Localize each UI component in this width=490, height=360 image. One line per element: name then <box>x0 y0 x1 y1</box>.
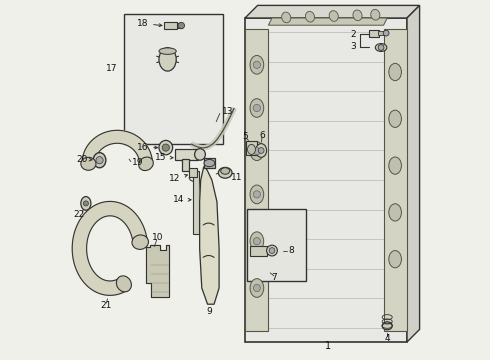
Circle shape <box>253 284 261 292</box>
Circle shape <box>253 104 261 112</box>
Ellipse shape <box>139 157 153 171</box>
Ellipse shape <box>250 232 264 251</box>
Text: 6: 6 <box>259 131 265 140</box>
Polygon shape <box>146 245 170 297</box>
Text: 18: 18 <box>137 19 162 28</box>
Text: 14: 14 <box>172 195 191 204</box>
Text: 22: 22 <box>74 210 85 219</box>
Bar <box>189 168 197 177</box>
Text: 10: 10 <box>152 233 163 242</box>
Ellipse shape <box>329 11 338 21</box>
Ellipse shape <box>81 157 96 170</box>
Ellipse shape <box>389 157 401 174</box>
Text: 4: 4 <box>384 334 390 343</box>
Ellipse shape <box>250 279 264 297</box>
Ellipse shape <box>375 44 387 51</box>
Text: 13: 13 <box>221 107 233 116</box>
Text: 15: 15 <box>155 153 173 162</box>
Ellipse shape <box>250 55 264 74</box>
Text: 12: 12 <box>169 175 188 184</box>
Ellipse shape <box>220 168 230 174</box>
Ellipse shape <box>389 110 401 127</box>
Ellipse shape <box>219 167 232 178</box>
Ellipse shape <box>371 9 380 20</box>
Text: 8: 8 <box>288 246 294 255</box>
Bar <box>175 149 198 160</box>
Bar <box>182 159 189 171</box>
Text: 20: 20 <box>76 155 92 163</box>
Ellipse shape <box>305 12 315 22</box>
Bar <box>369 30 379 37</box>
Ellipse shape <box>250 99 264 117</box>
Circle shape <box>258 148 264 153</box>
Circle shape <box>178 22 185 29</box>
Ellipse shape <box>159 140 172 155</box>
Ellipse shape <box>282 12 291 23</box>
Polygon shape <box>245 5 419 18</box>
Circle shape <box>378 45 384 50</box>
Bar <box>378 31 386 35</box>
Polygon shape <box>269 18 387 25</box>
Circle shape <box>96 157 103 164</box>
Bar <box>246 141 257 155</box>
Bar <box>164 22 176 29</box>
Ellipse shape <box>389 251 401 268</box>
Bar <box>124 14 223 144</box>
Ellipse shape <box>250 142 264 161</box>
Text: 5: 5 <box>242 132 248 141</box>
Ellipse shape <box>382 322 392 330</box>
Ellipse shape <box>256 144 267 157</box>
Ellipse shape <box>267 245 277 256</box>
Text: 3: 3 <box>350 42 356 51</box>
Circle shape <box>162 144 170 151</box>
Bar <box>384 29 407 331</box>
Text: 1: 1 <box>325 341 331 351</box>
Circle shape <box>253 238 261 245</box>
Bar <box>245 18 407 342</box>
Bar <box>245 29 269 331</box>
Circle shape <box>83 201 88 206</box>
Bar <box>176 23 182 28</box>
Circle shape <box>269 248 275 253</box>
Circle shape <box>383 30 389 36</box>
Ellipse shape <box>195 149 205 160</box>
Bar <box>250 246 267 256</box>
Bar <box>247 209 306 281</box>
Circle shape <box>253 148 261 155</box>
Circle shape <box>253 61 261 68</box>
Text: 7: 7 <box>271 274 277 282</box>
Text: 21: 21 <box>101 301 112 310</box>
Ellipse shape <box>204 159 215 167</box>
Ellipse shape <box>159 48 176 71</box>
Ellipse shape <box>93 153 106 168</box>
Text: 17: 17 <box>106 64 118 73</box>
Polygon shape <box>72 202 147 295</box>
Text: 11: 11 <box>231 174 242 183</box>
Text: 9: 9 <box>207 307 213 316</box>
Bar <box>193 171 199 234</box>
Text: 16: 16 <box>137 143 158 152</box>
Ellipse shape <box>389 204 401 221</box>
Text: 19: 19 <box>132 158 143 167</box>
Ellipse shape <box>159 48 176 54</box>
Bar <box>204 158 215 168</box>
Circle shape <box>253 191 261 198</box>
Ellipse shape <box>247 144 255 154</box>
Ellipse shape <box>81 197 91 210</box>
Ellipse shape <box>389 63 401 81</box>
Polygon shape <box>82 130 152 164</box>
Ellipse shape <box>250 185 264 204</box>
Polygon shape <box>199 167 219 304</box>
Ellipse shape <box>132 235 148 249</box>
Ellipse shape <box>117 276 131 292</box>
Ellipse shape <box>353 10 362 21</box>
Text: 2: 2 <box>350 30 356 39</box>
Polygon shape <box>407 5 419 342</box>
